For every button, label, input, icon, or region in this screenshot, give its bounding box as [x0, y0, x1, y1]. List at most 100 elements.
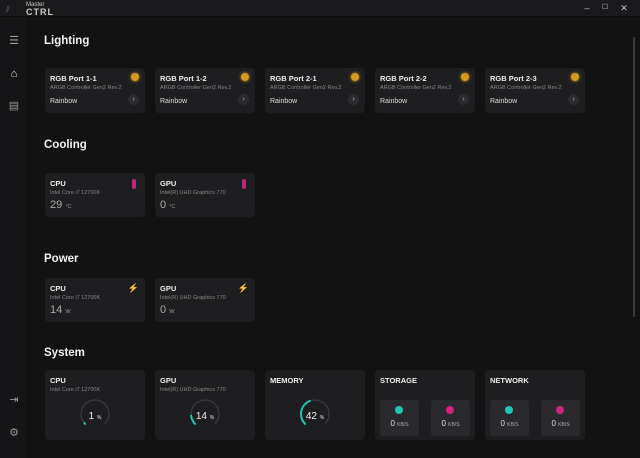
- thermometer-icon: [242, 179, 246, 189]
- lighting-card[interactable]: RGB Port 2-3 ARGB Controller Gen2 Rev.2 …: [485, 68, 585, 113]
- component-name: NETWORK: [490, 376, 529, 385]
- device-name: Intel(R) UHD Graphics 770: [160, 190, 226, 196]
- scrollbar[interactable]: [633, 37, 635, 317]
- usage-value: 42: [305, 411, 317, 422]
- minimize-button[interactable]: –: [584, 3, 590, 13]
- lighting-card[interactable]: RGB Port 2-2 ARGB Controller Gen2 Rev.2 …: [375, 68, 475, 113]
- home-icon[interactable]: ⌂: [10, 68, 18, 80]
- device-name: ARGB Controller Gen2 Rev.2: [270, 85, 342, 91]
- section-title-lighting: Lighting: [44, 35, 90, 47]
- sign-in-icon[interactable]: ⇥: [9, 394, 19, 406]
- usage-value: 1: [88, 411, 95, 422]
- download-icon: [446, 406, 454, 414]
- chevron-right-icon[interactable]: ›: [238, 94, 249, 105]
- settings-icon[interactable]: ⚙: [9, 427, 19, 439]
- chevron-right-icon[interactable]: ›: [568, 94, 579, 105]
- usage-value: 14: [195, 411, 207, 422]
- device-name: Intel(R) UHD Graphics 770: [160, 387, 226, 393]
- reading-unit: °C: [65, 204, 72, 210]
- system-card: CPU Intel Core i7 12700K 1 %: [45, 370, 145, 440]
- component-name: GPU: [160, 179, 177, 188]
- gauge-fill: [300, 399, 330, 429]
- device-icon[interactable]: ▤: [8, 100, 20, 112]
- port-name: RGB Port 2-2: [380, 74, 427, 83]
- lightbulb-icon: [241, 73, 249, 81]
- chevron-right-icon[interactable]: ›: [348, 94, 359, 105]
- rate-value: 0: [390, 419, 395, 428]
- reading-value: 14: [50, 304, 63, 316]
- network-down-panel: 0 KB/S: [541, 400, 580, 436]
- lightning-icon: ⚡: [237, 283, 249, 293]
- rate-value: 0: [551, 419, 556, 428]
- menu-icon[interactable]: ☰: [9, 35, 19, 47]
- component-name: STORAGE: [380, 376, 417, 385]
- cooling-card: CPU Intel Core i7 12700K 29 °C: [45, 173, 145, 217]
- lightbulb-icon: [351, 73, 359, 81]
- device-name: Intel Core i7 12700K: [50, 295, 101, 301]
- port-name: RGB Port 1-2: [160, 74, 207, 83]
- upload-icon: [395, 406, 403, 414]
- usage-gauge: [80, 399, 110, 429]
- device-name: Intel Core i7 12700K: [50, 387, 101, 393]
- device-name: ARGB Controller Gen2 Rev.2: [380, 85, 452, 91]
- reading-unit: °C: [169, 204, 176, 210]
- chevron-right-icon[interactable]: ›: [128, 94, 139, 105]
- upload-icon: [505, 406, 513, 414]
- rate-unit: KB/S: [448, 422, 460, 428]
- lightbulb-icon: [571, 73, 579, 81]
- power-card: CPU Intel Core i7 12700K 14 W ⚡: [45, 278, 145, 322]
- network-card: NETWORK 0 KB/S 0 KB/S: [485, 370, 585, 440]
- main-content: Lighting Cooling Power System RGB Port 1…: [28, 17, 636, 458]
- reading-unit: W: [169, 309, 175, 315]
- section-title-cooling: Cooling: [44, 139, 87, 151]
- effect-name: Rainbow: [380, 98, 408, 105]
- rate-unit: KB/S: [397, 422, 409, 428]
- thermometer-icon: [132, 179, 136, 189]
- app-logo: Master CTRL: [26, 2, 54, 17]
- section-title-power: Power: [44, 253, 79, 265]
- storage-write-panel: 0 KB/S: [431, 400, 470, 436]
- usage-unit: %: [319, 415, 325, 421]
- usage-unit: %: [209, 415, 215, 421]
- usage-gauge: [190, 399, 220, 429]
- lighting-card[interactable]: RGB Port 1-1 ARGB Controller Gen2 Rev.2 …: [45, 68, 145, 113]
- lightbulb-icon: [461, 73, 469, 81]
- component-name: GPU: [160, 376, 177, 385]
- reading-value: 0: [160, 199, 167, 211]
- storage-card: STORAGE 0 KB/S 0 KB/S: [375, 370, 475, 440]
- component-name: CPU: [50, 179, 66, 188]
- usage-gauge: [300, 399, 330, 429]
- logo-icon: ⫽: [6, 5, 10, 14]
- section-title-system: System: [44, 347, 85, 359]
- close-button[interactable]: ✕: [620, 3, 628, 13]
- component-name: CPU: [50, 284, 66, 293]
- component-name: GPU: [160, 284, 177, 293]
- chevron-right-icon[interactable]: ›: [458, 94, 469, 105]
- port-name: RGB Port 1-1: [50, 74, 97, 83]
- network-up-panel: 0 KB/S: [490, 400, 529, 436]
- lighting-card[interactable]: RGB Port 2-1 ARGB Controller Gen2 Rev.2 …: [265, 68, 365, 113]
- logo-small: Master: [26, 2, 45, 8]
- rate-unit: KB/S: [507, 422, 519, 428]
- device-name: ARGB Controller Gen2 Rev.2: [50, 85, 122, 91]
- gauge-fill: [80, 399, 110, 429]
- device-name: Intel Core i7 12700K: [50, 190, 101, 196]
- effect-name: Rainbow: [490, 98, 518, 105]
- component-name: MEMORY: [270, 376, 304, 385]
- device-name: ARGB Controller Gen2 Rev.2: [160, 85, 232, 91]
- port-name: RGB Port 2-3: [490, 74, 537, 83]
- device-name: ARGB Controller Gen2 Rev.2: [490, 85, 562, 91]
- rate-value: 0: [441, 419, 446, 428]
- effect-name: Rainbow: [270, 98, 298, 105]
- device-name: Intel(R) UHD Graphics 770: [160, 295, 226, 301]
- system-card: GPU Intel(R) UHD Graphics 770 14 %: [155, 370, 255, 440]
- usage-unit: %: [96, 415, 102, 421]
- rate-value: 0: [500, 419, 505, 428]
- lighting-card[interactable]: RGB Port 1-2 ARGB Controller Gen2 Rev.2 …: [155, 68, 255, 113]
- cooling-card: GPU Intel(R) UHD Graphics 770 0 °C: [155, 173, 255, 217]
- power-card: GPU Intel(R) UHD Graphics 770 0 W ⚡: [155, 278, 255, 322]
- effect-name: Rainbow: [50, 98, 78, 105]
- maximize-button[interactable]: ☐: [601, 4, 609, 11]
- sidebar: ☰ ⌂ ▤ ⇥ ⚙: [0, 17, 28, 458]
- logo-big: CTRL: [26, 7, 54, 17]
